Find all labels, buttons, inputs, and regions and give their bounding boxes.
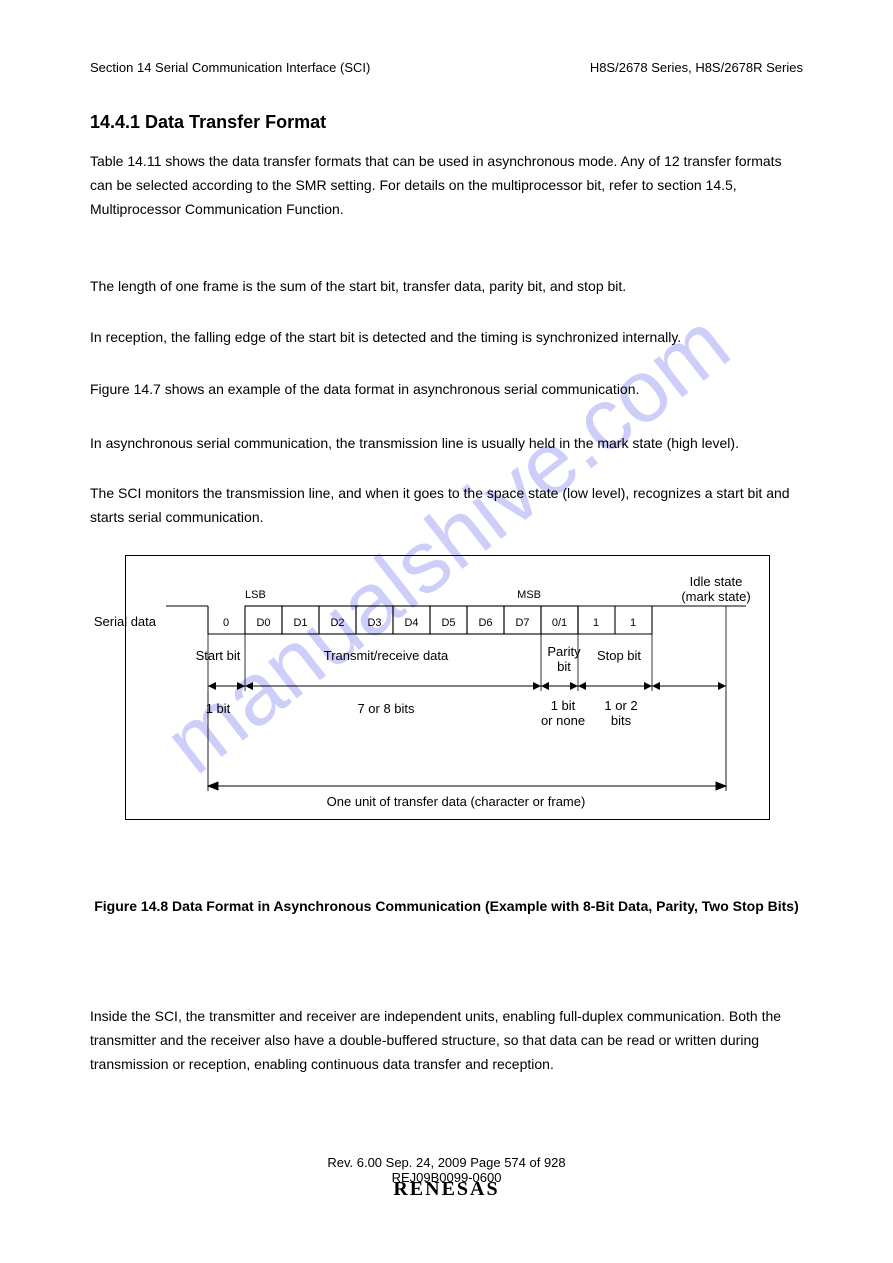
timing-diagram: D0 D1 D2 D3 D4 D5 D6 D7 0/1 LSB MSB 0 1 1 <box>125 555 770 820</box>
idle-label: Idle state(mark state) <box>666 574 766 604</box>
svg-text:0: 0 <box>223 617 229 629</box>
footer-page-label: Rev. 6.00 Sep. 24, 2009 Page 574 of 928 <box>327 1155 565 1170</box>
paragraph-1: Table 14.11 shows the data transfer form… <box>90 150 803 221</box>
header-left: Section 14 Serial Communication Interfac… <box>90 60 370 75</box>
svg-text:D7: D7 <box>515 617 529 629</box>
svg-text:0/1: 0/1 <box>552 617 567 629</box>
svg-text:1: 1 <box>593 617 599 629</box>
startbit-label: Start bit <box>188 648 248 663</box>
startbit-count: 1 bit <box>198 701 238 716</box>
figure-caption: Figure 14.8 Data Format in Asynchronous … <box>90 895 803 919</box>
stopbit-count: 1 or 2bits <box>586 698 656 728</box>
section-heading: 14.4.1 Data Transfer Format <box>90 112 326 133</box>
svg-text:D6: D6 <box>478 617 492 629</box>
paragraph-5: In asynchronous serial communication, th… <box>90 432 803 456</box>
paragraph-4: Figure 14.7 shows an example of the data… <box>90 378 803 402</box>
data-label: Transmit/receive data <box>286 648 486 663</box>
databit-count: 7 or 8 bits <box>326 701 446 716</box>
svg-text:D4: D4 <box>404 617 418 629</box>
svg-text:MSB: MSB <box>517 589 541 601</box>
svg-text:D3: D3 <box>367 617 381 629</box>
svg-text:D2: D2 <box>330 617 344 629</box>
svg-text:D5: D5 <box>441 617 455 629</box>
serial-data-label: Serial data <box>56 614 156 629</box>
header-right: H8S/2678 Series, H8S/2678R Series <box>590 60 803 75</box>
svg-text:1: 1 <box>630 617 636 629</box>
paragraph-3: In reception, the falling edge of the st… <box>90 326 803 350</box>
stopbit-label: Stop bit <box>584 648 654 663</box>
svg-text:D1: D1 <box>293 617 307 629</box>
paragraph-6: The SCI monitors the transmission line, … <box>90 482 803 530</box>
frame-label: One unit of transfer data (character or … <box>266 794 646 809</box>
paragraph-2: The length of one frame is the sum of th… <box>90 275 803 299</box>
svg-text:D0: D0 <box>256 617 270 629</box>
svg-text:LSB: LSB <box>245 589 266 601</box>
paragraph-8: Inside the SCI, the transmitter and rece… <box>90 1005 803 1076</box>
renesas-logo: RENESAS <box>0 1178 893 1201</box>
